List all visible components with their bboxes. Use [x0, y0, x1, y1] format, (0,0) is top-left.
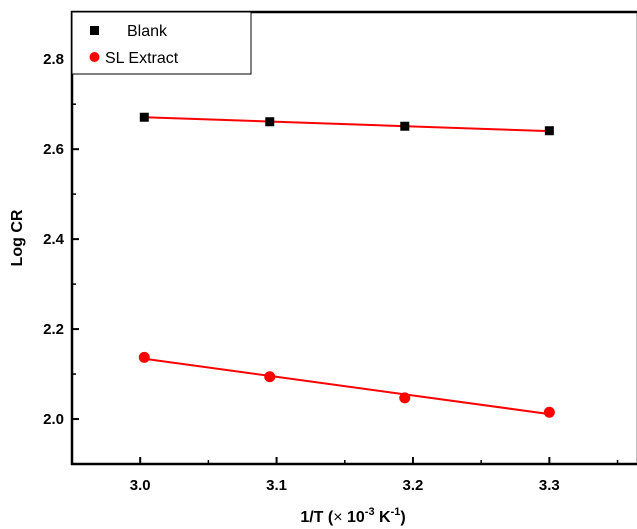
data-point-circle: [138, 351, 150, 363]
y-axis-ticks: 2.0 2.2 2.4 2.6 2.8: [43, 13, 79, 428]
legend-box: [71, 11, 252, 75]
y-axis-title: Log CR: [9, 209, 26, 266]
plot-area-frame: [70, 10, 637, 466]
data-point-square: [400, 121, 410, 131]
data-point-circle: [543, 406, 555, 418]
data-markers: [138, 112, 555, 418]
data-point-square: [139, 112, 149, 122]
fit-lines: [144, 116, 550, 416]
legend-square-marker-icon: [90, 26, 99, 35]
legend-circle-marker-icon: [89, 52, 100, 62]
data-point-square: [544, 126, 554, 136]
x-tick-label: 3.1: [266, 477, 287, 494]
y-tick-label: 2.4: [43, 231, 65, 248]
y-tick-label: 2.6: [43, 141, 64, 158]
fit-line: [144, 357, 550, 416]
fit-line: [144, 116, 550, 133]
data-point-circle: [264, 371, 276, 383]
legend-item-sl-extract: SL Extract: [89, 50, 179, 67]
y-tick-label: 2.2: [43, 321, 64, 338]
legend: Blank SL Extract: [71, 11, 252, 75]
legend-label-blank: Blank: [127, 23, 168, 40]
y-tick-label: 2.0: [43, 411, 64, 428]
x-tick-label: 3.0: [130, 477, 151, 494]
x-axis-title: 1/T (× 10-3 K-1): [300, 506, 405, 526]
x-tick-label: 3.2: [403, 477, 424, 494]
x-axis-ticks: 3.0 3.1 3.2 3.3: [130, 457, 619, 494]
legend-item-blank: Blank: [90, 23, 168, 40]
x-tick-label: 3.3: [539, 477, 560, 494]
data-point-square: [265, 117, 275, 127]
data-point-circle: [399, 392, 411, 404]
legend-label-sl-extract: SL Extract: [105, 50, 179, 67]
y-tick-label: 2.8: [43, 51, 64, 68]
